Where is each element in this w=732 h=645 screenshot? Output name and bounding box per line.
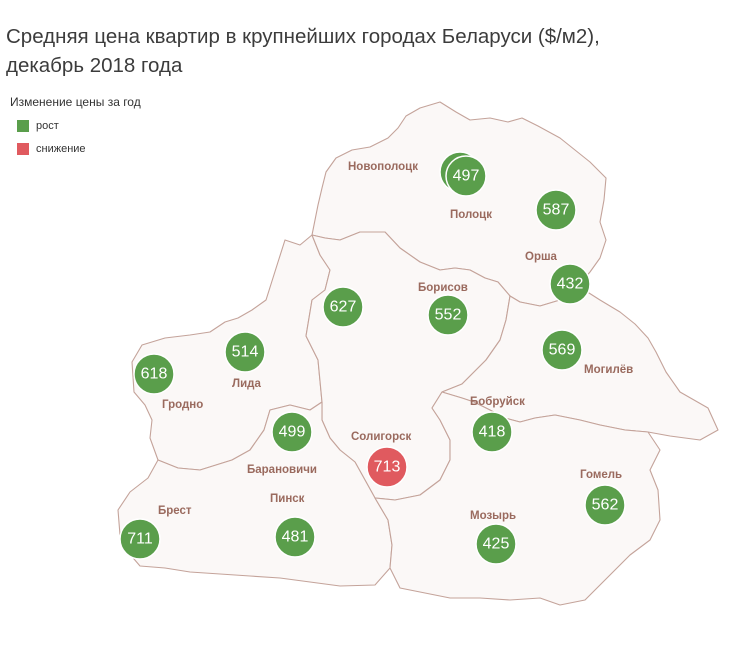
value-lida: 514 (232, 344, 259, 361)
value-587: 587 (543, 202, 570, 219)
value-gomel: 562 (592, 497, 619, 514)
bubble-mogilev (541, 329, 583, 371)
label-orsha: Орша (525, 251, 558, 263)
legend-item-decline: снижение (17, 143, 86, 155)
label-soligorsk: Солигорск (351, 431, 412, 443)
legend-swatch-growth (17, 120, 29, 132)
bubble-lida (224, 331, 266, 373)
bubble-bobruisk (471, 411, 513, 453)
bubble-mozyr (475, 523, 517, 565)
bubble-gomel (584, 484, 626, 526)
bubble-587 (535, 189, 577, 231)
value-pinsk: 481 (282, 529, 309, 546)
region-gomel (374, 391, 661, 606)
value-brest: 711 (127, 531, 153, 548)
value-polotsk: 497 (453, 168, 480, 185)
bubble-grodno (133, 353, 175, 395)
label-grodno: Гродно (162, 399, 203, 411)
bubble-pinsk (274, 516, 316, 558)
label-brest: Брест (158, 505, 192, 517)
bubbles: 497 587 432 627 552 569 514 618 418 499 … (119, 151, 626, 565)
value-bobruisk: 418 (479, 424, 506, 441)
legend-label-growth: рост (36, 120, 59, 132)
bubble-627 (322, 286, 364, 328)
value-borisov: 552 (435, 307, 462, 324)
label-mogilev: Могилёв (584, 364, 633, 376)
legend-label-decline: снижение (36, 143, 86, 155)
label-gomel: Гомель (580, 469, 622, 481)
label-mozyr: Мозырь (470, 510, 516, 522)
value-orsha: 432 (557, 276, 584, 293)
bubble-brest (119, 518, 161, 560)
map-title: Средняя цена квартир в крупнейших города… (6, 22, 726, 80)
label-novopolotsk: Новополоцк (348, 161, 418, 173)
label-polotsk: Полоцк (450, 209, 492, 221)
value-627: 627 (330, 299, 357, 316)
bubble-soligorsk (366, 446, 408, 488)
label-lida: Лида (232, 378, 261, 390)
label-borisov: Борисов (418, 282, 468, 294)
title-line-1: Средняя цена квартир в крупнейших города… (6, 25, 600, 48)
legend-title: Изменение цены за год (10, 95, 141, 109)
bubble-baranovichi (271, 411, 313, 453)
label-pinsk: Пинск (270, 493, 305, 505)
bubble-borisov (427, 294, 469, 336)
title-line-2: декабрь 2018 года (6, 54, 183, 77)
legend-swatch-decline (17, 143, 29, 155)
legend-item-growth: рост (17, 120, 59, 132)
label-baranovichi: Барановичи (247, 464, 317, 476)
value-soligorsk: 713 (374, 459, 401, 476)
bubble-orsha (549, 263, 591, 305)
value-mogilev: 569 (549, 342, 576, 359)
value-baranovichi: 499 (279, 424, 306, 441)
city-labels: Новополоцк Полоцк Орша Борисов Могилёв Л… (158, 161, 633, 522)
regions (117, 101, 719, 606)
label-bobruisk: Бобруйск (470, 396, 525, 408)
value-grodno: 618 (141, 366, 168, 383)
bubble-polotsk (445, 155, 487, 197)
value-mozyr: 425 (483, 536, 510, 553)
